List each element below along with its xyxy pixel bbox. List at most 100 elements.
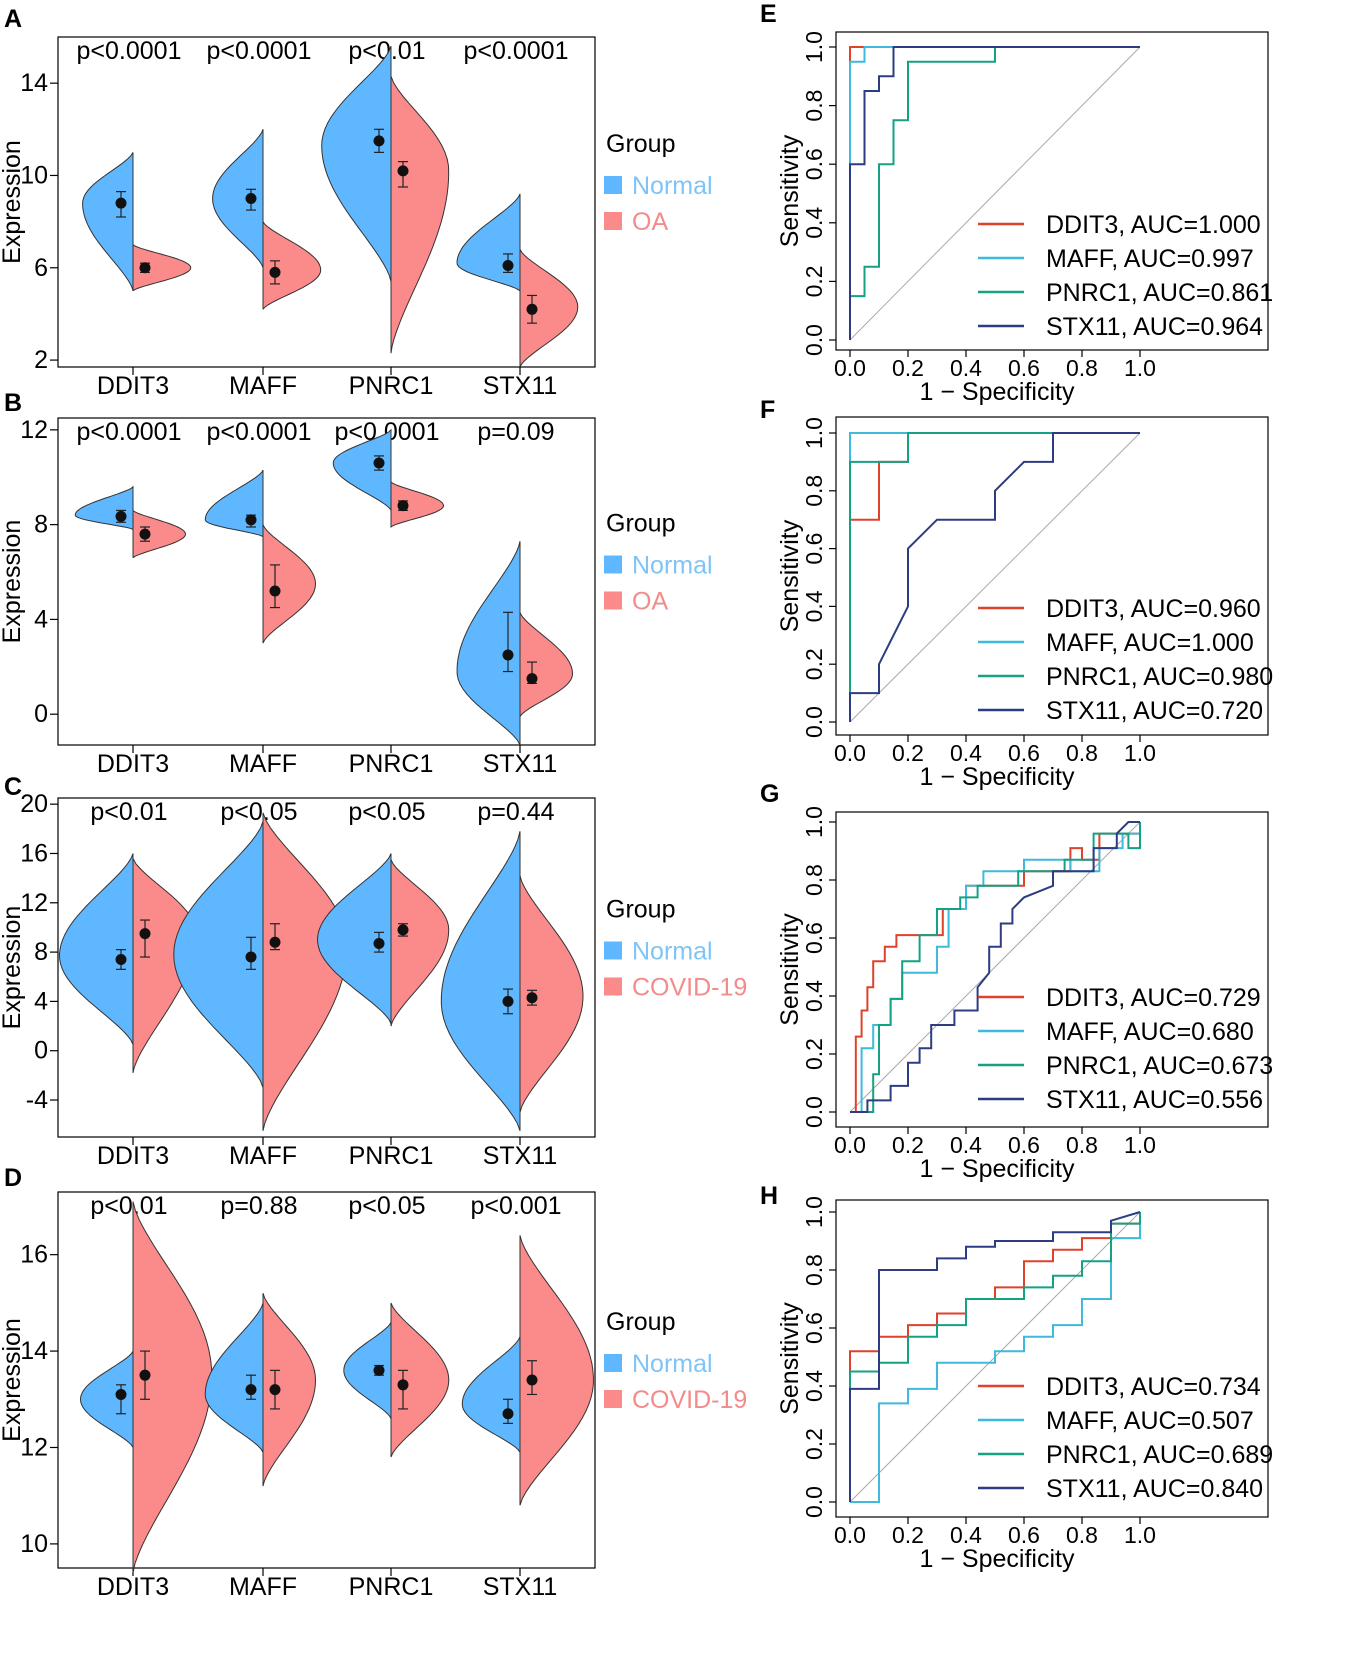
legend-title: Group — [606, 130, 675, 158]
mean-point — [502, 649, 514, 661]
y-tick-label: 0.8 — [801, 864, 827, 896]
legend-swatch-normal — [604, 555, 622, 574]
legend-label-oa: OA — [632, 208, 668, 236]
mean-point — [269, 936, 281, 948]
violin-covid-19-stx11 — [519, 875, 584, 1113]
mean-point — [245, 951, 257, 963]
mean-point — [269, 266, 281, 278]
y-tick-label: -4 — [26, 1086, 48, 1114]
y-tick-label: 0.0 — [801, 1486, 827, 1518]
legend-swatch-oa — [604, 212, 622, 230]
mean-point — [502, 259, 514, 271]
violin-normal-ddit3 — [79, 1350, 134, 1450]
y-tick-label: 0.6 — [801, 922, 827, 954]
x-tick-label-stx11: STX11 — [483, 1573, 558, 1601]
roc-curve-pnrc1 — [849, 432, 1140, 722]
x-tick-label-maff: MAFF — [229, 750, 297, 778]
y-tick-label: 14 — [20, 69, 48, 97]
violin-normal-maff — [212, 129, 264, 268]
x-tick-label: 0.4 — [950, 1132, 982, 1158]
legend-label-normal: Normal — [632, 552, 713, 580]
legend-label-maff: MAFF, AUC=1.000 — [1046, 629, 1254, 657]
legend-label-normal: Normal — [632, 1350, 713, 1378]
roc-curve-ddit3 — [849, 1212, 1141, 1502]
roc-curve-pnrc1 — [850, 822, 1141, 1113]
legend-label-pnrc1: PNRC1, AUC=0.861 — [1046, 279, 1273, 307]
panel-letter-c: C — [4, 773, 22, 801]
y-tick-label: 8 — [34, 938, 48, 966]
y-axis-title: Sensitivity — [776, 134, 804, 247]
panel-letter-d: D — [4, 1164, 22, 1192]
y-tick-label: 16 — [20, 839, 48, 867]
violin-normal-stx11 — [440, 831, 521, 1131]
x-tick-label: 0.6 — [1008, 1132, 1040, 1158]
violin-normal-pnrc1 — [343, 1321, 392, 1419]
x-tick-label: 0.4 — [950, 355, 982, 381]
violin-panel-a: A 2 6 10 14 Expression DDIT3 p<0.0001 MAFF p<0.00… — [0, 5, 713, 400]
legend-label-pnrc1: PNRC1, AUC=0.980 — [1046, 663, 1273, 691]
p-value-pnrc1: p<0.05 — [348, 798, 425, 826]
x-tick-label-stx11: STX11 — [483, 750, 558, 778]
violin-panel-d: D 10 12 14 16 Expression DDIT3 p<0.01 MAFF p=0.88… — [0, 1164, 747, 1601]
legend-swatch-covid-19 — [604, 977, 622, 996]
roc-panel-f: F 0.0 0.0 0.2 0.2 0.4 0.4 0.6 0.6 0.8 0.8 1.0 1.0 Sen… — [760, 396, 1273, 791]
plot-frame — [835, 416, 1269, 736]
p-value-stx11: p=0.09 — [477, 418, 554, 446]
y-tick-label: 0.2 — [801, 265, 827, 297]
legend-label-ddit3: DDIT3, AUC=0.734 — [1046, 1373, 1261, 1401]
mean-point — [115, 953, 127, 965]
roc-curve-maff — [850, 1212, 1141, 1503]
y-tick-label: 12 — [20, 889, 48, 917]
y-tick-label: 2 — [34, 346, 48, 374]
mean-point — [373, 457, 385, 469]
y-tick-label: 0.0 — [801, 1096, 827, 1128]
mean-point — [245, 1384, 257, 1396]
violin-oa-stx11 — [519, 247, 579, 368]
x-tick-label: 0.0 — [834, 355, 866, 381]
y-tick-label: 12 — [20, 1433, 48, 1461]
mean-point — [269, 1384, 281, 1396]
panel-letter-g: G — [760, 780, 779, 808]
x-tick-label-maff: MAFF — [229, 1142, 297, 1170]
violin-oa-stx11 — [519, 612, 574, 719]
x-tick-label-ddit3: DDIT3 — [97, 750, 169, 778]
roc-panel-h: H 0.0 0.0 0.2 0.2 0.4 0.4 0.6 0.6 0.8 0.8 1.0 1.0 Sen… — [760, 1182, 1273, 1573]
y-axis-title: Expression — [0, 1318, 26, 1442]
legend-label-stx11: STX11, AUC=0.964 — [1046, 313, 1263, 341]
y-tick-label: 1.0 — [801, 806, 827, 838]
y-tick-label: 4 — [34, 987, 48, 1015]
y-tick-label: 1.0 — [801, 1196, 827, 1228]
x-tick-label: 0.2 — [892, 740, 924, 766]
y-tick-label: 0.6 — [801, 148, 827, 180]
x-tick-label: 0.2 — [892, 1522, 924, 1548]
y-axis-title: Expression — [0, 906, 26, 1030]
legend-label-pnrc1: PNRC1, AUC=0.689 — [1046, 1441, 1273, 1469]
violin-oa-maff — [262, 219, 322, 310]
violin-oa-pnrc1 — [390, 76, 450, 354]
x-axis-title: 1 − Specificity — [920, 763, 1075, 791]
mean-point — [526, 1374, 538, 1386]
x-tick-label-pnrc1: PNRC1 — [349, 1142, 434, 1170]
violin-panel-b: B 0 4 8 12 Expression DDIT3 p<0.0001 MAFF p<0.000… — [0, 389, 713, 778]
p-value-pnrc1: p<0.05 — [348, 1192, 425, 1220]
panel-letter-b: B — [4, 389, 22, 417]
plot-frame — [57, 417, 596, 746]
y-tick-label: 16 — [20, 1241, 48, 1269]
x-axis-title: 1 − Specificity — [920, 1545, 1075, 1573]
x-tick-label-ddit3: DDIT3 — [97, 1573, 169, 1601]
violin-covid-19-maff — [262, 1293, 317, 1487]
x-tick-label: 0.2 — [892, 355, 924, 381]
mean-point — [245, 514, 257, 526]
x-tick-label: 1.0 — [1124, 1132, 1156, 1158]
legend-swatch-oa — [604, 591, 622, 610]
y-tick-label: 1.0 — [801, 31, 827, 63]
y-axis-title: Expression — [0, 520, 26, 644]
diagonal-reference-line — [849, 46, 1141, 341]
y-axis-title: Sensitivity — [776, 519, 804, 632]
p-value-maff: p=0.88 — [220, 1192, 297, 1220]
legend-label-covid-19: COVID-19 — [632, 1386, 747, 1414]
roc-curve-stx11 — [849, 1211, 1141, 1502]
legend-label-oa: OA — [632, 588, 668, 616]
x-tick-label: 0.0 — [834, 1132, 866, 1158]
